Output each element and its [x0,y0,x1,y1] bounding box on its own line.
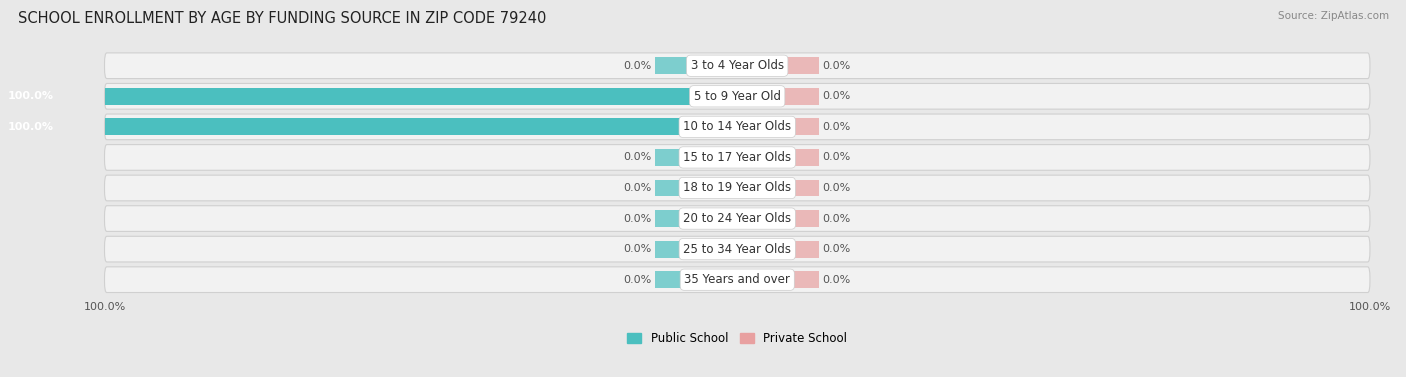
FancyBboxPatch shape [104,206,1369,231]
Text: Source: ZipAtlas.com: Source: ZipAtlas.com [1278,11,1389,21]
Bar [655,210,693,227]
Text: 100.0%: 100.0% [8,91,53,101]
Text: 0.0%: 0.0% [624,213,652,224]
Text: 20 to 24 Year Olds: 20 to 24 Year Olds [683,212,792,225]
FancyBboxPatch shape [104,145,1369,170]
Bar [782,179,820,196]
Bar [782,88,820,105]
Text: 0.0%: 0.0% [823,183,851,193]
Bar [655,57,693,74]
Text: 5 to 9 Year Old: 5 to 9 Year Old [693,90,780,103]
Text: 0.0%: 0.0% [823,91,851,101]
Text: 35 Years and over: 35 Years and over [685,273,790,286]
Legend: Public School, Private School: Public School, Private School [627,332,848,345]
FancyBboxPatch shape [104,53,1369,78]
Bar [655,149,693,166]
Bar [655,179,693,196]
Bar [782,210,820,227]
Text: 0.0%: 0.0% [624,152,652,162]
Text: 0.0%: 0.0% [624,183,652,193]
Text: 25 to 34 Year Olds: 25 to 34 Year Olds [683,243,792,256]
Text: 0.0%: 0.0% [624,61,652,71]
FancyBboxPatch shape [104,83,1369,109]
Bar [782,271,820,288]
Text: 0.0%: 0.0% [823,244,851,254]
Bar [782,118,820,135]
Text: 18 to 19 Year Olds: 18 to 19 Year Olds [683,181,792,195]
Text: 10 to 14 Year Olds: 10 to 14 Year Olds [683,120,792,133]
Bar [782,241,820,257]
FancyBboxPatch shape [104,114,1369,140]
Bar [60,118,693,135]
Bar [782,57,820,74]
Text: 0.0%: 0.0% [823,61,851,71]
Text: 0.0%: 0.0% [823,275,851,285]
Text: 0.0%: 0.0% [823,122,851,132]
Text: 100.0%: 100.0% [8,122,53,132]
Bar [655,241,693,257]
Bar [655,271,693,288]
FancyBboxPatch shape [104,236,1369,262]
Bar [782,149,820,166]
Text: 0.0%: 0.0% [823,152,851,162]
FancyBboxPatch shape [104,175,1369,201]
FancyBboxPatch shape [104,267,1369,293]
Text: 0.0%: 0.0% [624,244,652,254]
Text: 3 to 4 Year Olds: 3 to 4 Year Olds [690,59,783,72]
Text: 0.0%: 0.0% [624,275,652,285]
Text: 15 to 17 Year Olds: 15 to 17 Year Olds [683,151,792,164]
Bar [60,88,693,105]
Text: 0.0%: 0.0% [823,213,851,224]
Text: SCHOOL ENROLLMENT BY AGE BY FUNDING SOURCE IN ZIP CODE 79240: SCHOOL ENROLLMENT BY AGE BY FUNDING SOUR… [18,11,547,26]
